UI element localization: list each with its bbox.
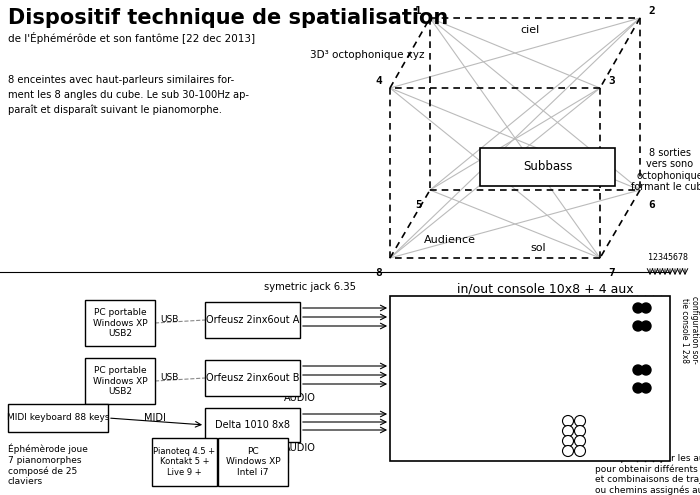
Circle shape: [641, 365, 651, 375]
Text: USB: USB: [160, 315, 178, 325]
Circle shape: [633, 321, 643, 331]
Text: 7: 7: [608, 268, 615, 278]
Bar: [85, 300, 155, 346]
Circle shape: [563, 415, 573, 427]
Text: de l'Éphémérôde et son fantôme [22 dec 2013]: de l'Éphémérôde et son fantôme [22 dec 2…: [8, 32, 255, 44]
Text: symetric jack 6.35: symetric jack 6.35: [264, 282, 356, 292]
Circle shape: [633, 365, 643, 375]
Circle shape: [563, 446, 573, 456]
Text: MIDI: MIDI: [144, 413, 166, 423]
Text: Pianoteq 4.5 +
Kontakt 5 +
Live 9 +: Pianoteq 4.5 + Kontakt 5 + Live 9 +: [153, 447, 216, 477]
Text: 3D³ octophonique xyz: 3D³ octophonique xyz: [310, 50, 424, 60]
Text: ciel: ciel: [520, 25, 540, 35]
Circle shape: [641, 303, 651, 313]
Text: 8 sorties
vers sono
octophonique
formant le cube: 8 sorties vers sono octophonique formant…: [631, 148, 700, 193]
Circle shape: [563, 436, 573, 446]
Text: USB: USB: [160, 374, 178, 383]
Text: Subbass: Subbass: [523, 160, 572, 174]
Text: 12345678: 12345678: [648, 253, 688, 262]
Text: 3: 3: [608, 76, 615, 86]
Bar: [480, 148, 615, 186]
Text: PC portable
Windows XP
USB2: PC portable Windows XP USB2: [92, 308, 147, 338]
Text: Dispositif technique de spatialisation: Dispositif technique de spatialisation: [8, 8, 448, 28]
Text: 1: 1: [415, 6, 422, 16]
Circle shape: [633, 303, 643, 313]
Circle shape: [575, 446, 585, 456]
Circle shape: [633, 383, 643, 393]
Text: auxiliaires de 1 à 4: auxiliaires de 1 à 4: [395, 419, 488, 429]
Circle shape: [641, 383, 651, 393]
Text: Delta 1010 8x8: Delta 1010 8x8: [215, 420, 290, 430]
Bar: [390, 296, 670, 461]
Bar: [8, 404, 108, 432]
Text: différents patch de
configuration sor-
tie console 1 2x8: différents patch de configuration sor- t…: [680, 294, 700, 366]
Text: AUDIO: AUDIO: [284, 393, 316, 403]
Bar: [205, 360, 300, 396]
Circle shape: [575, 426, 585, 437]
Circle shape: [575, 436, 585, 446]
Circle shape: [575, 415, 585, 427]
Bar: [205, 408, 300, 442]
Text: 8: 8: [375, 268, 382, 278]
Circle shape: [641, 321, 651, 331]
Text: AUDIO: AUDIO: [284, 443, 316, 453]
Text: 6: 6: [648, 200, 654, 210]
Text: 5: 5: [415, 200, 422, 210]
Text: 8 enceintes avec haut-parleurs similaires for-
ment les 8 angles du cube. Le sub: 8 enceintes avec haut-parleurs similaire…: [8, 75, 249, 115]
Text: MIDI keyboard 88 keys: MIDI keyboard 88 keys: [7, 413, 109, 423]
Text: 4: 4: [375, 76, 382, 86]
Text: Audience: Audience: [424, 235, 476, 245]
Bar: [218, 438, 288, 486]
Text: in/out console 10x8 + 4 aux: in/out console 10x8 + 4 aux: [456, 282, 634, 295]
Text: Éphémèrode joue
7 pianomorphes
composé de 25
claviers: Éphémèrode joue 7 pianomorphes composé d…: [8, 444, 88, 486]
Text: sol: sol: [530, 243, 545, 253]
Text: Orfeusz 2inx6out B: Orfeusz 2inx6out B: [206, 373, 300, 383]
Text: PC
Windows XP
Intel i7: PC Windows XP Intel i7: [225, 447, 280, 477]
Circle shape: [563, 426, 573, 437]
Text: 2: 2: [648, 6, 654, 16]
Text: PC portable
Windows XP
USB2: PC portable Windows XP USB2: [92, 366, 147, 396]
Text: Orfeusz 2inx6out A: Orfeusz 2inx6out A: [206, 315, 299, 325]
Bar: [205, 302, 300, 338]
Bar: [152, 438, 217, 486]
Text: Nous passons par les auxiliaires
pour obtenir différents dosages
et combinaisons: Nous passons par les auxiliaires pour ob…: [595, 454, 700, 495]
Text: dosage des 2
sorties stéréo
pour chacun des
2 Éphémèrodes: dosage des 2 sorties stéréo pour chacun …: [595, 408, 671, 450]
Bar: [85, 358, 155, 404]
